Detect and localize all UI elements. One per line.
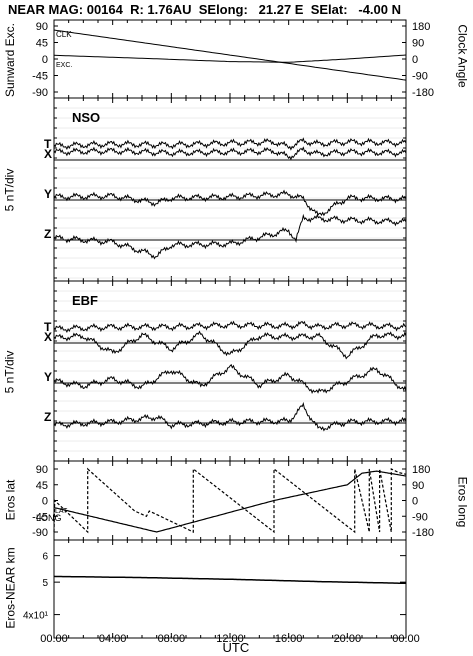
nso-axis-label: 5 nT/div (1, 168, 16, 212)
ebf-axis-label: 5 nT/div (1, 350, 16, 394)
utc-axis-label: UTC (222, 640, 250, 655)
right-tick-label: -90 (412, 71, 428, 83)
series-x (53, 146, 407, 161)
x-tick-label: 16:00 (275, 633, 303, 645)
panel-label: NSO (72, 110, 100, 125)
x-tick-label: 08:00 (158, 633, 186, 645)
exc-annotation: EXC. (56, 62, 72, 69)
series-label-t: T (44, 137, 52, 151)
panel-frame-3 (53, 460, 407, 541)
series-y (53, 189, 407, 217)
series-y (53, 363, 407, 394)
panel-label: EBF (72, 293, 98, 308)
series-z (53, 213, 407, 260)
long-line (53, 467, 407, 534)
left-tick-label: 5 (42, 578, 48, 589)
right-tick-label: 90 (412, 38, 424, 50)
left-tick-label: 45 (36, 38, 48, 50)
panel-frame-4 (53, 539, 407, 639)
clk-line (53, 29, 407, 81)
panel-frame-1 (53, 97, 407, 282)
x-tick-label: 00:00 (40, 633, 68, 645)
right-tick-label: -90 (412, 511, 428, 523)
right-tick-label: 180 (412, 464, 430, 476)
right-tick-label: -180 (412, 87, 434, 99)
series-t (53, 137, 407, 151)
x-tick-label: 20:00 (334, 633, 362, 645)
series-label-x: X (44, 147, 52, 161)
series-label-z: Z (44, 227, 51, 241)
series-label-x: X (44, 330, 52, 344)
sunward-exc-axis-label: Sunward Exc. (3, 22, 18, 98)
left-tick-label: -90 (32, 527, 48, 539)
left-tick-label: 90 (36, 464, 48, 476)
left-tick-label: 45 (36, 480, 48, 492)
left-tick-label: 6 (42, 552, 48, 563)
right-tick-label: 180 (412, 21, 430, 33)
left-tick-label: 0 (42, 496, 48, 508)
clock-angle-axis-label: Clock Angle (455, 24, 470, 88)
right-tick-label: 0 (412, 54, 418, 66)
left-tick-label: -45 (32, 71, 48, 83)
series-label-y: Y (44, 187, 52, 201)
series-x (53, 330, 407, 360)
eros-long-axis-label: Eros long (454, 476, 469, 528)
clk-annotation: CLK (56, 30, 72, 39)
lat-line (53, 470, 407, 533)
right-tick-label: 0 (412, 496, 418, 508)
left-tick-label: 0 (42, 54, 48, 66)
right-tick-label: 90 (412, 480, 424, 492)
exc-line (53, 54, 407, 63)
right-tick-label: -180 (412, 527, 434, 539)
long-annotation: LONG (36, 513, 62, 523)
left-tick-label: -90 (32, 87, 48, 99)
left-tick-label: 4x10¹ (23, 611, 49, 622)
lat-annotation: LAT (55, 508, 68, 515)
x-tick-label: 04:00 (99, 633, 127, 645)
left-tick-label: -45 (32, 511, 48, 523)
x-tick-label: 00:00 (392, 633, 420, 645)
plot-title: NEAR MAG: 00164 R: 1.76AU SElong: 21.27 … (8, 2, 402, 17)
eros-lat-axis-label: Eros lat (2, 479, 17, 521)
series-label-y: Y (44, 370, 52, 384)
distance-line (53, 575, 406, 585)
left-tick-label: 90 (36, 21, 48, 33)
eros-near-km-axis-label: Eros-NEAR km (3, 547, 18, 629)
series-t (53, 320, 407, 334)
x-tick-label: 12:00 (216, 633, 244, 645)
series-z (53, 401, 407, 432)
series-label-z: Z (44, 410, 51, 424)
series-label-t: T (44, 320, 52, 334)
